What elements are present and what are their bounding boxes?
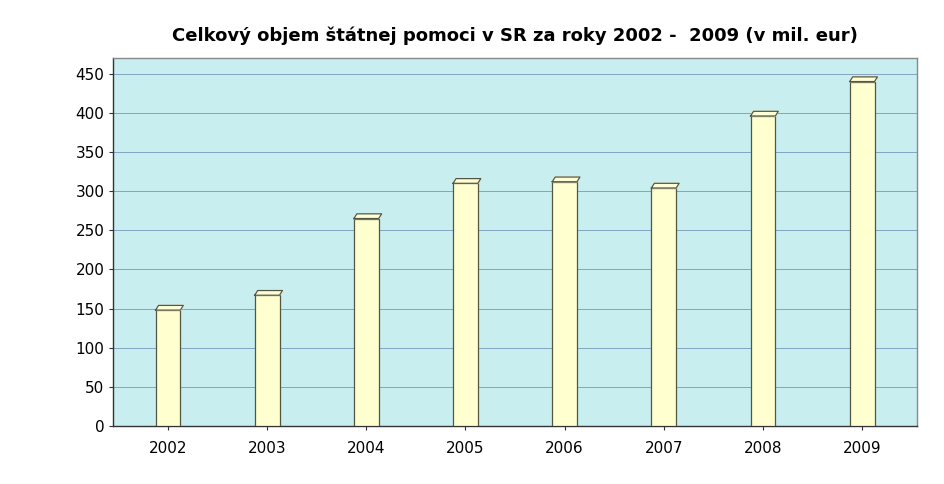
Polygon shape bbox=[750, 111, 778, 116]
Polygon shape bbox=[551, 177, 580, 182]
Bar bbox=[353, 218, 379, 426]
Bar bbox=[551, 182, 577, 426]
Bar bbox=[750, 116, 774, 426]
Bar bbox=[255, 295, 279, 426]
Bar bbox=[156, 310, 180, 426]
Polygon shape bbox=[353, 214, 381, 218]
Polygon shape bbox=[255, 290, 282, 295]
Bar bbox=[452, 183, 478, 426]
Title: Celkový objem štátnej pomoci v SR za roky 2002 -  2009 (v mil. eur): Celkový objem štátnej pomoci v SR za rok… bbox=[172, 27, 857, 45]
Polygon shape bbox=[452, 179, 480, 183]
Polygon shape bbox=[650, 183, 679, 188]
Polygon shape bbox=[849, 77, 877, 82]
Bar bbox=[650, 188, 676, 426]
Bar bbox=[849, 82, 873, 426]
Polygon shape bbox=[156, 305, 183, 310]
